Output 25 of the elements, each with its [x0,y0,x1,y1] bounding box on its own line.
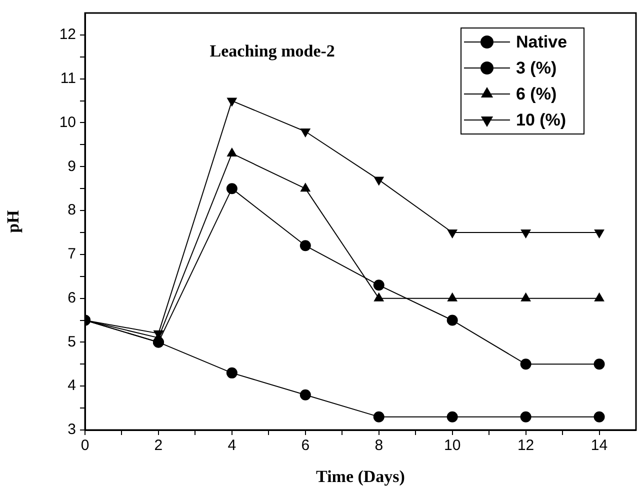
y-tick-label: 3 [68,421,76,438]
y-tick-label: 12 [59,26,76,44]
x-tick-label: 12 [517,437,534,454]
x-tick-label: 6 [301,437,310,454]
legend-label: Native [516,32,568,52]
x-tick-label: 4 [228,437,236,454]
annotation: Leaching mode-2 [210,41,335,60]
x-axis-title: Time (Days) [316,467,405,486]
y-tick-label: 6 [68,289,76,306]
x-tick-label: 10 [444,437,461,454]
legend-label: 10 (%) [516,110,566,130]
y-tick-label: 7 [68,246,76,263]
x-tick-label: 2 [154,437,163,454]
x-tick-label: 14 [590,437,608,454]
y-tick-label: 4 [68,377,76,394]
legend-label: 6 (%) [516,84,557,104]
y-tick-label: 11 [60,70,76,87]
legend-label: 3 (%) [516,58,557,78]
y-tick-label: 8 [68,202,76,219]
y-tick-label: 5 [68,333,76,350]
x-tick-label: 0 [80,437,90,454]
y-tick-label: 10 [59,114,76,131]
y-tick-label: 9 [68,158,76,175]
y-axis-title: pH [4,210,23,233]
x-tick-label: 8 [374,437,384,454]
